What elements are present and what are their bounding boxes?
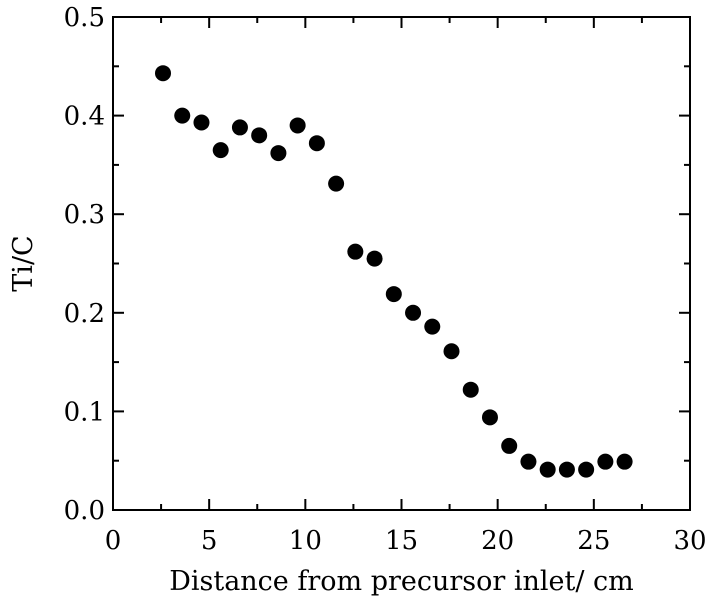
data-point (578, 462, 594, 478)
data-point (463, 382, 479, 398)
data-point (540, 462, 556, 478)
plot-frame (113, 17, 690, 510)
data-point (501, 438, 517, 454)
data-point (520, 454, 536, 470)
y-tick-label: 0.3 (64, 200, 105, 230)
data-point (213, 142, 229, 158)
data-point (328, 176, 344, 192)
data-point (232, 119, 248, 135)
x-tick-label: 30 (673, 526, 706, 556)
x-tick-label: 0 (105, 526, 122, 556)
x-tick-label: 10 (289, 526, 322, 556)
data-point (424, 319, 440, 335)
data-points (155, 65, 633, 477)
data-point (444, 343, 460, 359)
data-point (251, 127, 267, 143)
data-point (309, 135, 325, 151)
data-point (155, 65, 171, 81)
x-tick-label: 25 (577, 526, 610, 556)
x-tick-label: 5 (201, 526, 218, 556)
data-point (597, 454, 613, 470)
y-tick-label: 0.1 (64, 397, 105, 427)
x-tick-label: 15 (385, 526, 418, 556)
y-tick-label: 0.4 (64, 102, 105, 132)
x-axis: 0 5 10 15 20 25 30 (105, 17, 707, 556)
data-point (270, 145, 286, 161)
x-tick-label: 20 (481, 526, 514, 556)
data-point (482, 409, 498, 425)
data-point (367, 251, 383, 267)
data-point (617, 454, 633, 470)
y-axis-title: Ti/C (8, 235, 39, 291)
data-point (386, 286, 402, 302)
y-tick-label: 0.2 (64, 299, 105, 329)
data-point (174, 108, 190, 124)
y-tick-label: 0.0 (64, 496, 105, 526)
x-axis-title: Distance from precursor inlet/ cm (169, 566, 634, 597)
data-point (405, 305, 421, 321)
plot-border (113, 17, 690, 510)
data-point (193, 115, 209, 131)
data-point (347, 244, 363, 260)
y-tick-label: 0.5 (64, 3, 105, 33)
data-point (290, 117, 306, 133)
data-point (559, 462, 575, 478)
